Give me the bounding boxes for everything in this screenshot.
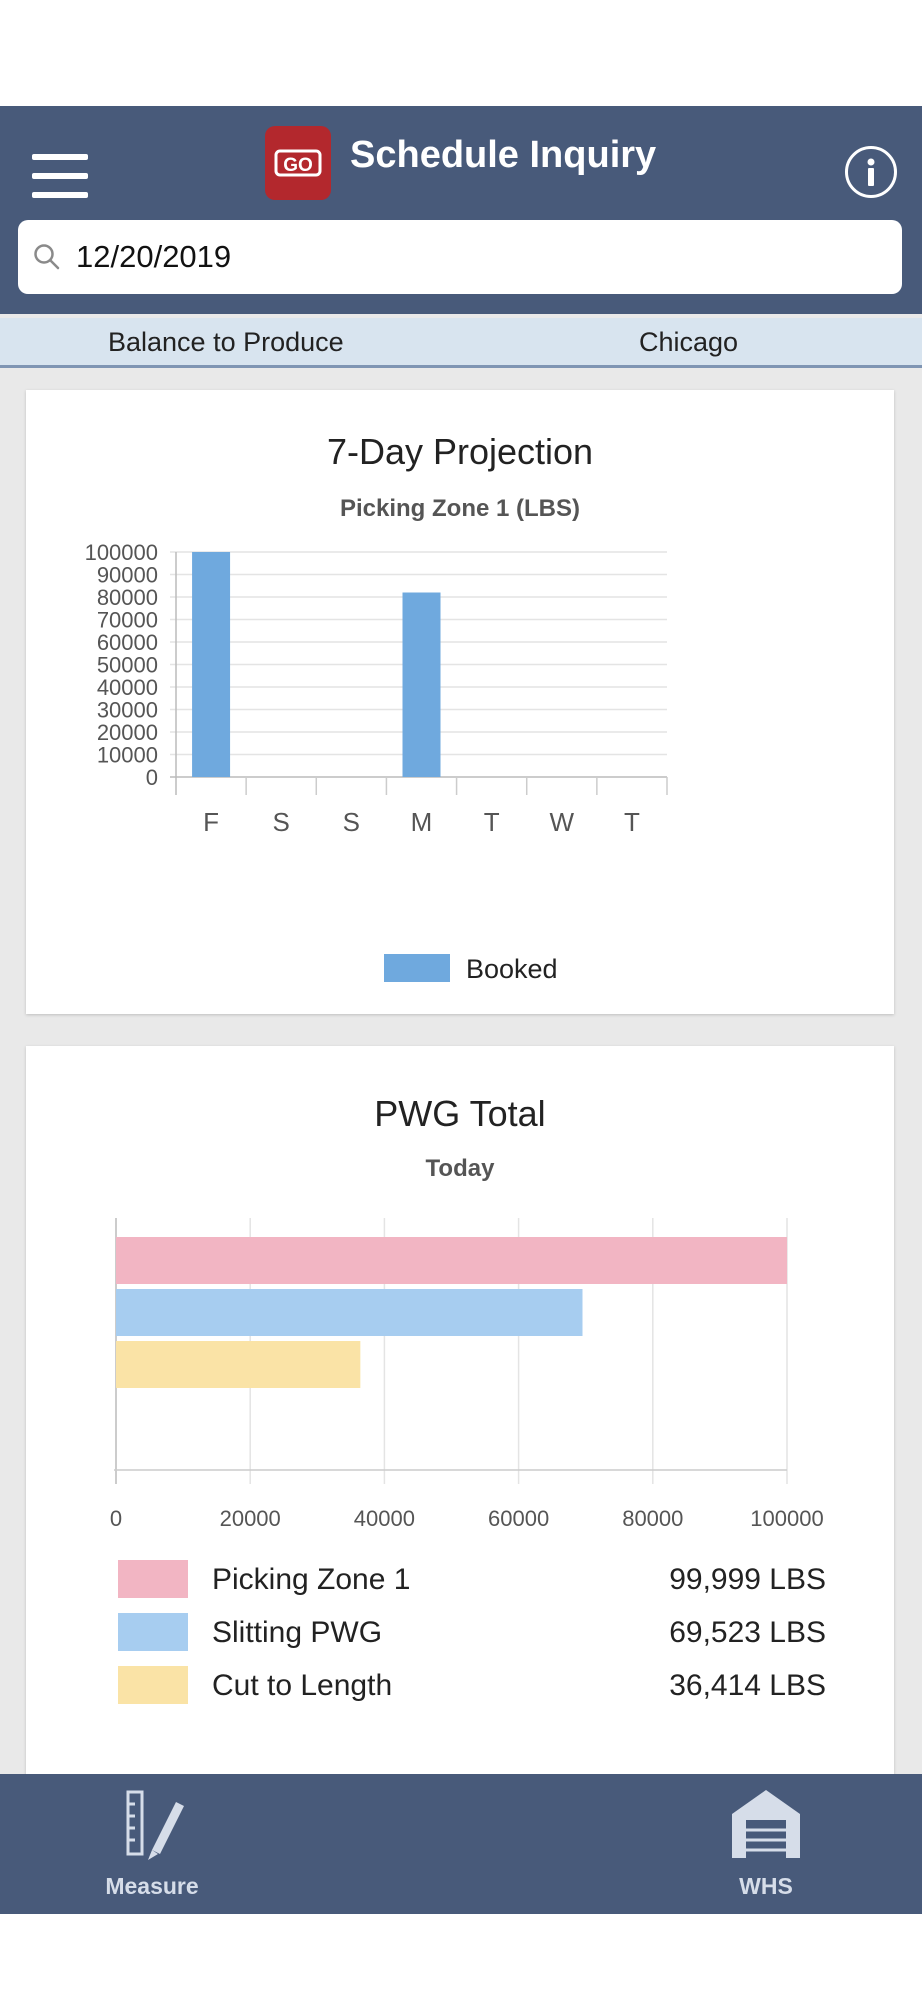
x-tick-label: W <box>550 807 575 837</box>
info-bar: Balance to Produce Chicago <box>0 318 922 368</box>
legend-label: Slitting PWG <box>212 1616 382 1649</box>
search-input[interactable]: 12/20/2019 <box>76 239 232 274</box>
y-tick-label: 40000 <box>97 675 158 700</box>
x-tick-label: M <box>411 807 433 837</box>
info-bar-left-label: Balance to Produce <box>108 327 344 357</box>
y-tick-label: 10000 <box>97 743 158 768</box>
menu-icon[interactable] <box>32 154 88 198</box>
legend-label: Cut to Length <box>212 1669 392 1702</box>
x-tick-label: T <box>484 807 500 837</box>
legend-label: Picking Zone 1 <box>212 1563 410 1596</box>
page-title: Schedule Inquiry <box>350 134 657 176</box>
legend-label-booked: Booked <box>466 954 558 984</box>
x-tick-label: F <box>203 807 219 837</box>
y-tick-label: 20000 <box>97 720 158 745</box>
chart-title: PWG Total <box>374 1093 545 1134</box>
legend-swatch <box>118 1613 188 1651</box>
legend-swatch <box>118 1666 188 1704</box>
app-screen: GO Schedule Inquiry 12/20/2019 Balance t… <box>0 106 922 1914</box>
nav-tab-whs[interactable]: WHS <box>696 1774 836 1914</box>
y-tick-label: 70000 <box>97 608 158 633</box>
y-tick-label: 60000 <box>97 630 158 655</box>
y-tick-label: 90000 <box>97 563 158 588</box>
chart-title: 7-Day Projection <box>327 431 593 472</box>
x-tick-label: S <box>273 807 290 837</box>
x-tick-label: 40000 <box>354 1506 415 1531</box>
x-tick-label: 100000 <box>750 1506 823 1531</box>
projection-card: 7-Day Projection Picking Zone 1 (LBS) 10… <box>26 390 894 1014</box>
top-bar: GO Schedule Inquiry 12/20/2019 <box>0 106 922 314</box>
nav-tab-label: WHS <box>739 1873 793 1899</box>
measure-icon <box>126 1790 184 1860</box>
bar-booked[interactable] <box>192 552 231 777</box>
app-logo: GO <box>265 126 331 200</box>
svg-text:GO: GO <box>283 155 313 176</box>
bar-cut-to-length[interactable] <box>116 1341 361 1388</box>
projection-chart: 7-Day Projection Picking Zone 1 (LBS) 10… <box>85 431 668 984</box>
x-tick-label: T <box>624 807 640 837</box>
x-tick-label: 0 <box>110 1506 122 1531</box>
chart-subtitle: Today <box>426 1155 496 1182</box>
legend-swatch <box>118 1560 188 1598</box>
legend-value: 36,414 LBS <box>669 1669 826 1702</box>
y-tick-label: 30000 <box>97 698 158 723</box>
y-tick-label: 100000 <box>85 540 158 565</box>
info-bar-right-label: Chicago <box>639 327 739 357</box>
x-tick-label: 80000 <box>622 1506 683 1531</box>
bottom-nav: Measure WHS <box>0 1774 922 1914</box>
bar-slitting-pwg[interactable] <box>116 1289 583 1336</box>
y-tick-label: 80000 <box>97 585 158 610</box>
chart-subtitle: Picking Zone 1 (LBS) <box>340 495 580 522</box>
y-tick-label: 50000 <box>97 653 158 678</box>
x-tick-label: 20000 <box>220 1506 281 1531</box>
warehouse-icon <box>732 1790 800 1858</box>
search-icon <box>34 244 60 270</box>
nav-tab-label: Measure <box>105 1873 199 1899</box>
legend-value: 99,999 LBS <box>669 1563 826 1596</box>
legend-value: 69,523 LBS <box>669 1616 826 1649</box>
nav-tab-measure[interactable]: Measure <box>82 1774 222 1914</box>
x-tick-label: S <box>343 807 360 837</box>
info-icon[interactable] <box>845 146 897 198</box>
y-tick-label: 0 <box>146 765 158 790</box>
pwg-total-card: PWG Total Today 0 20000 40000 60000 80000 100… <box>26 1046 894 1864</box>
pwg-total-chart: PWG Total Today 0 20000 40000 60000 80000 100… <box>110 1093 826 1704</box>
search-field[interactable]: 12/20/2019 <box>18 220 902 294</box>
x-tick-label: 60000 <box>488 1506 549 1531</box>
bar-booked[interactable] <box>402 592 441 778</box>
legend-swatch-booked <box>384 954 450 982</box>
bar-picking-zone-1[interactable] <box>116 1237 787 1284</box>
